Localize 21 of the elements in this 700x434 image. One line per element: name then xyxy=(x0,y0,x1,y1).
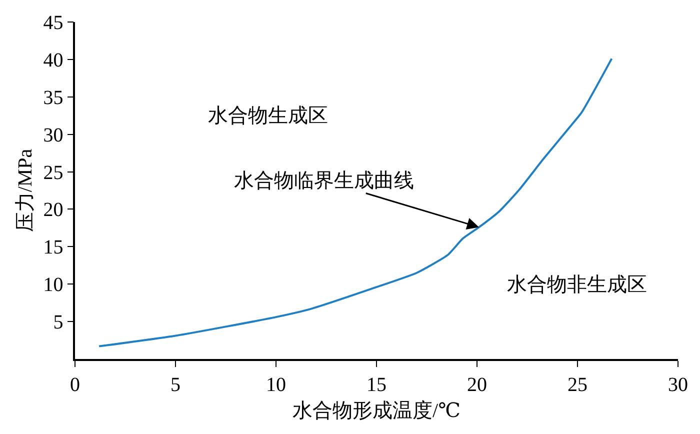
y-tick-label: 40 xyxy=(43,49,64,72)
y-axis-title: 压力/MPa xyxy=(14,148,36,232)
x-tick-label: 20 xyxy=(467,374,487,396)
y-tick-label: 20 xyxy=(43,199,64,222)
y-tick-label: 45 xyxy=(43,12,64,34)
annotation: 水合物临界生成曲线 xyxy=(234,170,414,192)
x-tick-label: 25 xyxy=(568,374,588,396)
annotation: 水合物生成区 xyxy=(208,105,328,127)
y-tick-label: 35 xyxy=(43,86,64,109)
x-tick-label: 5 xyxy=(170,374,180,396)
y-tick-label: 10 xyxy=(43,274,64,296)
x-axis-title: 水合物形成温度/℃ xyxy=(292,400,460,422)
y-tick-label: 15 xyxy=(43,236,64,259)
y-tick-label: 30 xyxy=(43,124,64,146)
y-tick-label: 25 xyxy=(43,162,64,184)
y-tick-label: 5 xyxy=(53,312,64,334)
x-tick-label: 10 xyxy=(266,374,286,396)
annotation: 水合物非生成区 xyxy=(507,274,647,296)
x-tick-label: 30 xyxy=(668,374,688,396)
x-tick-label: 15 xyxy=(366,374,386,396)
x-tick-label: 0 xyxy=(70,374,80,396)
